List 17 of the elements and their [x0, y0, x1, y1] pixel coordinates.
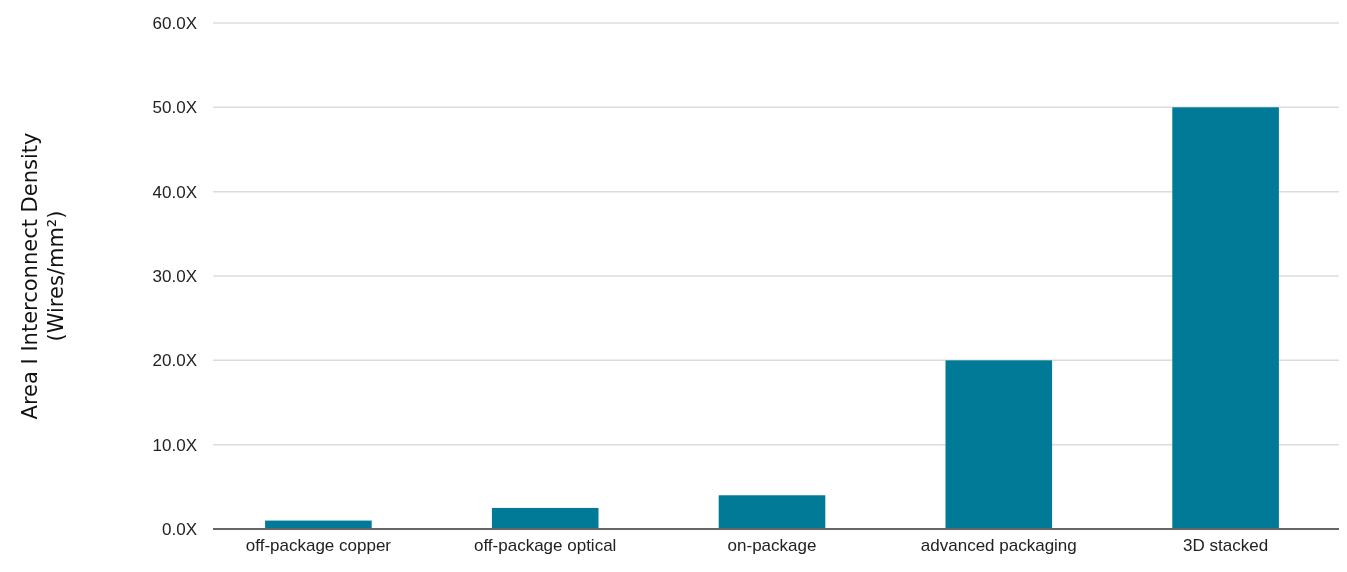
y-axis-title: Area I Interconnect Density (Wires/mm²) — [18, 132, 68, 420]
y-tick-label: 0.0X — [162, 519, 197, 539]
y-tick-label: 30.0X — [152, 266, 197, 286]
x-tick-label: on-package — [727, 536, 817, 555]
bar — [1172, 107, 1279, 529]
x-tick-label: 3D stacked — [1183, 536, 1269, 555]
x-tick-label: off-package copper — [245, 536, 392, 555]
bar — [945, 360, 1053, 529]
bar — [491, 507, 599, 529]
y-tick-label: 40.0X — [152, 182, 197, 202]
x-tick-label: advanced packaging — [920, 536, 1077, 555]
y-tick-label: 10.0X — [152, 435, 197, 455]
y-tick-label: 50.0X — [152, 98, 197, 118]
bar — [718, 495, 826, 529]
x-tick-label: off-package optical — [474, 536, 617, 555]
y-tick-label: 20.0X — [152, 351, 197, 371]
y-tick-label: 60.0X — [152, 13, 197, 33]
